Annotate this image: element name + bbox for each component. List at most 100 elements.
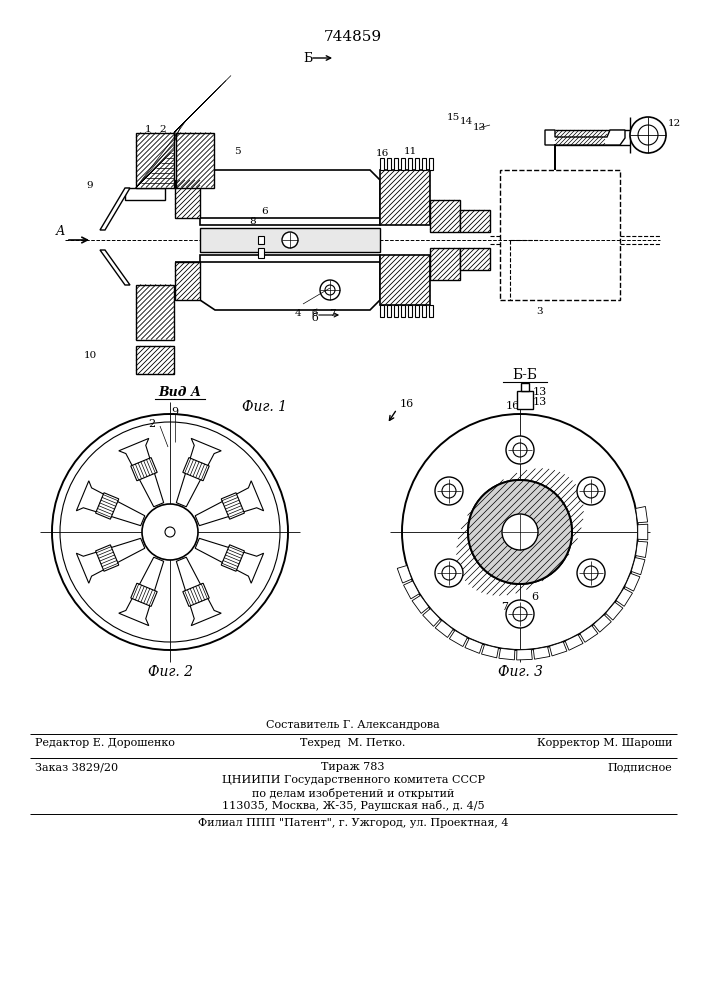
- Polygon shape: [131, 583, 157, 606]
- Polygon shape: [636, 541, 648, 558]
- Circle shape: [468, 480, 572, 584]
- Polygon shape: [119, 557, 163, 626]
- Polygon shape: [397, 566, 411, 583]
- Polygon shape: [76, 538, 145, 583]
- Text: 10: 10: [83, 351, 97, 360]
- Polygon shape: [176, 438, 221, 507]
- Text: 16: 16: [400, 399, 414, 409]
- Polygon shape: [195, 481, 264, 526]
- Circle shape: [584, 566, 598, 580]
- Bar: [429, 305, 433, 317]
- Circle shape: [506, 436, 534, 464]
- Text: 4: 4: [295, 310, 301, 318]
- Circle shape: [638, 125, 658, 145]
- Text: Фиг. 2: Фиг. 2: [148, 665, 192, 679]
- Bar: [387, 158, 391, 170]
- Bar: [408, 158, 412, 170]
- Bar: [521, 383, 529, 391]
- Circle shape: [52, 414, 288, 650]
- Text: Филиал ППП "Патент", г. Ужгород, ул. Проектная, 4: Филиал ППП "Патент", г. Ужгород, ул. Про…: [198, 818, 508, 828]
- Polygon shape: [631, 558, 645, 575]
- Polygon shape: [593, 615, 612, 632]
- Polygon shape: [100, 250, 130, 285]
- Bar: [380, 305, 384, 317]
- Text: б: б: [312, 310, 318, 318]
- Bar: [401, 158, 405, 170]
- Polygon shape: [175, 180, 200, 218]
- Text: 2: 2: [160, 125, 166, 134]
- Polygon shape: [131, 458, 157, 481]
- Circle shape: [282, 232, 298, 248]
- Bar: [394, 158, 398, 170]
- Polygon shape: [430, 248, 460, 280]
- Circle shape: [435, 477, 463, 505]
- Bar: [401, 305, 405, 317]
- Text: б: б: [312, 313, 318, 323]
- Polygon shape: [517, 649, 532, 660]
- Circle shape: [320, 280, 340, 300]
- Polygon shape: [625, 573, 640, 591]
- Bar: [136, 132, 174, 188]
- Text: 7: 7: [329, 310, 335, 318]
- Polygon shape: [175, 262, 200, 300]
- Bar: [517, 391, 533, 409]
- Polygon shape: [221, 545, 245, 571]
- Polygon shape: [200, 170, 380, 225]
- Bar: [394, 305, 398, 317]
- Text: 744859: 744859: [324, 30, 382, 44]
- Text: А: А: [56, 225, 65, 238]
- Bar: [380, 158, 384, 170]
- Circle shape: [513, 607, 527, 621]
- Text: 1: 1: [145, 125, 151, 134]
- Polygon shape: [545, 130, 625, 170]
- Polygon shape: [638, 524, 648, 540]
- Circle shape: [442, 566, 456, 580]
- Text: 9: 9: [171, 407, 179, 417]
- Circle shape: [577, 477, 605, 505]
- Polygon shape: [533, 647, 550, 659]
- Bar: [415, 158, 419, 170]
- Polygon shape: [100, 188, 130, 230]
- Text: 6: 6: [262, 208, 269, 217]
- Bar: [500, 170, 620, 300]
- Polygon shape: [499, 648, 515, 660]
- Bar: [415, 305, 419, 317]
- Polygon shape: [380, 255, 430, 305]
- Bar: [200, 228, 380, 252]
- Bar: [387, 305, 391, 317]
- Polygon shape: [580, 626, 598, 642]
- Text: Б-Б: Б-Б: [513, 368, 537, 382]
- Circle shape: [402, 414, 638, 650]
- Polygon shape: [430, 200, 460, 232]
- Text: Фиг. 1: Фиг. 1: [243, 400, 288, 414]
- Circle shape: [584, 484, 598, 498]
- Polygon shape: [450, 630, 467, 647]
- Text: 2: 2: [148, 419, 156, 429]
- Bar: [136, 346, 174, 374]
- Circle shape: [165, 527, 175, 537]
- Polygon shape: [200, 255, 380, 310]
- Text: 15: 15: [446, 113, 460, 122]
- Text: 13: 13: [472, 123, 486, 132]
- Polygon shape: [95, 493, 119, 519]
- Text: 16: 16: [375, 148, 389, 157]
- Text: 3: 3: [537, 308, 543, 316]
- Text: 9: 9: [87, 180, 93, 190]
- Polygon shape: [119, 438, 163, 507]
- Circle shape: [577, 559, 605, 587]
- Text: 13: 13: [533, 397, 547, 407]
- Text: Техред  М. Петко.: Техред М. Петко.: [300, 738, 406, 748]
- Text: Составитель Г. Александрова: Составитель Г. Александрова: [266, 720, 440, 730]
- Polygon shape: [460, 248, 490, 270]
- Text: Заказ 3829/20: Заказ 3829/20: [35, 762, 118, 772]
- Polygon shape: [636, 506, 648, 523]
- Bar: [258, 248, 264, 258]
- Circle shape: [442, 484, 456, 498]
- Bar: [422, 158, 426, 170]
- Polygon shape: [404, 581, 419, 599]
- Bar: [429, 158, 433, 170]
- Text: Фиг. 3: Фиг. 3: [498, 665, 542, 679]
- Bar: [408, 305, 412, 317]
- Polygon shape: [606, 602, 623, 620]
- Polygon shape: [436, 620, 453, 637]
